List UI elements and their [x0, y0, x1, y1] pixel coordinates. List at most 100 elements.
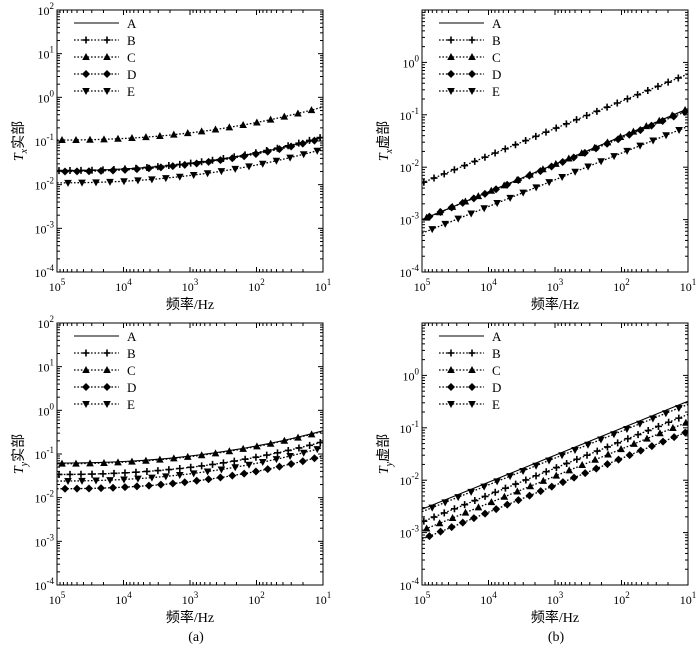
marker-C: [170, 130, 178, 138]
legend-marker: [468, 88, 476, 95]
legend-item-A: A: [439, 16, 502, 31]
y-axis-label: Tx实部: [11, 121, 30, 161]
marker-C: [526, 482, 535, 490]
marker-B: [583, 451, 591, 459]
marker-E: [134, 475, 142, 483]
y-tick-label: 10-4: [400, 576, 420, 593]
marker-B: [563, 459, 571, 467]
y-label-subscript: x: [19, 148, 30, 154]
marker-E: [78, 477, 86, 485]
x-tick-label: 104: [480, 277, 497, 294]
legend-label: D: [127, 67, 136, 82]
marker-D: [447, 203, 456, 212]
marker-E: [454, 494, 462, 502]
marker-B: [644, 426, 652, 434]
x-tick-base: 10: [613, 280, 625, 294]
marker-C: [239, 444, 247, 452]
x-tick-base: 10: [115, 280, 127, 294]
legend-marker: [447, 349, 455, 357]
marker-D: [636, 126, 645, 135]
x-tick-base: 10: [49, 280, 61, 294]
legend-marker: [82, 88, 90, 95]
y-label-suffix: 虚部: [376, 434, 392, 462]
legend-marker: [468, 383, 476, 391]
marker-B: [481, 492, 489, 500]
x-tick-label: 101: [680, 277, 697, 294]
chart-b-top: 105 104 103 102 10110-410-310-210-1100频率/HzT…: [376, 9, 697, 313]
marker-E: [203, 468, 212, 476]
x-tick-label: 105: [414, 590, 431, 607]
marker-C: [513, 487, 522, 495]
marker-C: [294, 109, 302, 117]
marker-E: [175, 471, 184, 479]
legend-marker: [82, 383, 90, 391]
y-tick-base: 10: [400, 579, 412, 593]
marker-D: [216, 473, 225, 482]
marker-C: [604, 450, 612, 458]
marker-D: [659, 437, 668, 446]
x-tick-label: 104: [115, 590, 132, 607]
marker-E: [519, 189, 527, 197]
y-tick-base: 10: [400, 214, 412, 228]
x-axis-label: 频率/Hz: [166, 296, 214, 313]
y-tick-label: 10-3: [35, 532, 55, 549]
marker-D: [204, 157, 213, 166]
marker-B: [430, 174, 438, 182]
marker-C: [682, 418, 688, 426]
marker-E: [467, 488, 475, 496]
marker-B: [284, 446, 292, 454]
marker-B: [121, 469, 129, 477]
marker-C: [114, 134, 122, 142]
legend-marker: [82, 366, 90, 373]
y-tick-base: 10: [403, 56, 415, 70]
marker-C: [211, 125, 220, 133]
marker-C: [630, 439, 638, 447]
marker-D: [580, 148, 589, 157]
marker-B: [522, 476, 530, 484]
y-tick-label: 10-1: [400, 419, 420, 436]
marker-E: [584, 163, 592, 171]
y-tick-base: 10: [400, 422, 412, 436]
legend-marker: [447, 53, 455, 60]
x-tick-label: 103: [182, 277, 199, 294]
legend-label: B: [492, 346, 501, 361]
marker-D: [228, 154, 237, 163]
marker-C: [197, 127, 206, 135]
marker-D: [547, 482, 556, 491]
x-tick-base: 10: [182, 280, 194, 294]
legend-marker: [468, 53, 476, 60]
marker-D: [469, 514, 478, 523]
x-axis-label: 频率/Hz: [531, 609, 579, 626]
marker-D: [636, 446, 645, 455]
series-layer: [422, 73, 688, 234]
x-tick-exponent: 3: [194, 590, 199, 600]
y-tick-exponent: 1: [50, 45, 55, 55]
marker-E: [134, 177, 142, 185]
marker-B: [593, 107, 601, 115]
legend-item-C: C: [439, 50, 501, 65]
legend-marker: [82, 36, 90, 44]
marker-E: [597, 158, 605, 166]
x-tick-label: 104: [480, 590, 497, 607]
marker-D: [156, 480, 165, 489]
x-tick-label: 104: [115, 277, 132, 294]
marker-C: [170, 454, 178, 462]
y-tick-exponent: -3: [412, 211, 420, 221]
marker-C: [183, 129, 192, 137]
x-tick-exponent: 2: [260, 277, 265, 287]
marker-D: [298, 139, 307, 148]
marker-C: [629, 127, 638, 135]
marker-B: [450, 505, 458, 513]
marker-B: [219, 459, 227, 467]
marker-B: [252, 453, 260, 461]
y-tick-base: 10: [400, 266, 412, 280]
y-label-symbol: T: [12, 152, 27, 161]
marker-E: [78, 179, 86, 187]
marker-D: [275, 145, 284, 154]
legend-label: B: [127, 33, 136, 48]
marker-D: [144, 164, 153, 173]
marker-D: [240, 469, 249, 478]
y-label-symbol: T: [377, 152, 392, 161]
marker-E: [313, 446, 322, 454]
marker-C: [565, 466, 574, 474]
